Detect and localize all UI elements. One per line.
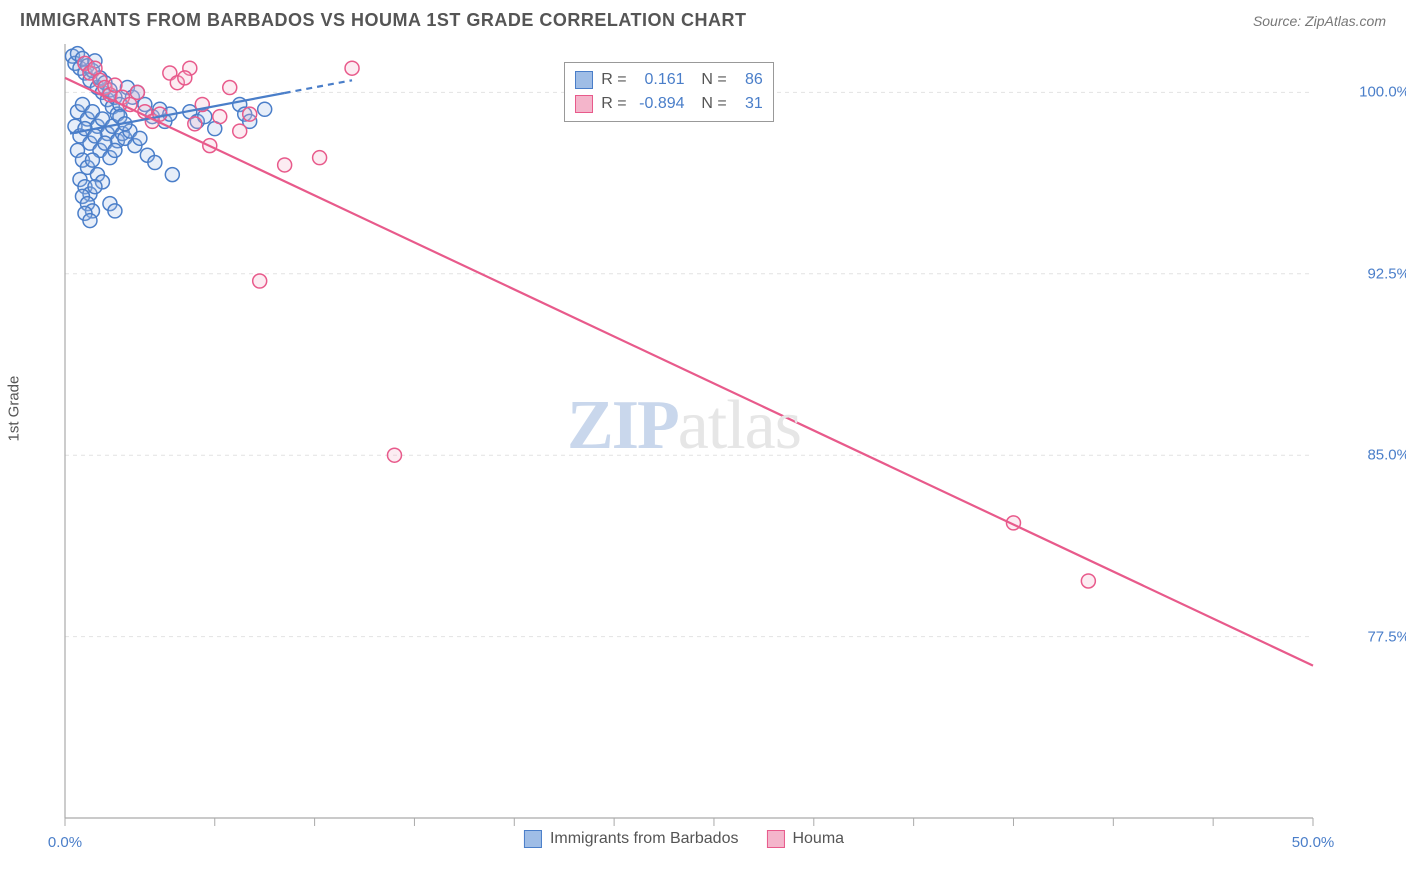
chart-area: 1st Grade ZIPatlas R = 0.161 N = 86R = -… xyxy=(20,39,1348,863)
x-tick-label: 0.0% xyxy=(48,834,82,851)
y-tick-label: 100.0% xyxy=(1359,84,1406,101)
legend-row: R = -0.894 N = 31 xyxy=(575,92,763,116)
correlation-legend: R = 0.161 N = 86R = -0.894 N = 31 xyxy=(564,62,774,122)
legend-swatch xyxy=(766,830,784,848)
legend-row: R = 0.161 N = 86 xyxy=(575,68,763,92)
scatter-plot xyxy=(20,39,1348,863)
y-tick-label: 92.5% xyxy=(1367,265,1406,282)
legend-swatch xyxy=(575,95,593,113)
y-tick-label: 77.5% xyxy=(1367,628,1406,645)
y-tick-label: 85.0% xyxy=(1367,447,1406,464)
legend-item: Houma xyxy=(766,830,844,848)
y-axis-label: 1st Grade xyxy=(6,376,23,442)
series-legend: Immigrants from Barbados Houma xyxy=(524,830,844,848)
legend-swatch xyxy=(524,830,542,848)
x-tick-label: 50.0% xyxy=(1292,834,1335,851)
legend-swatch xyxy=(575,71,593,89)
chart-title: IMMIGRANTS FROM BARBADOS VS HOUMA 1ST GR… xyxy=(20,10,747,31)
legend-item: Immigrants from Barbados xyxy=(524,830,739,848)
header: IMMIGRANTS FROM BARBADOS VS HOUMA 1ST GR… xyxy=(0,0,1406,39)
source-label: Source: ZipAtlas.com xyxy=(1253,13,1386,29)
